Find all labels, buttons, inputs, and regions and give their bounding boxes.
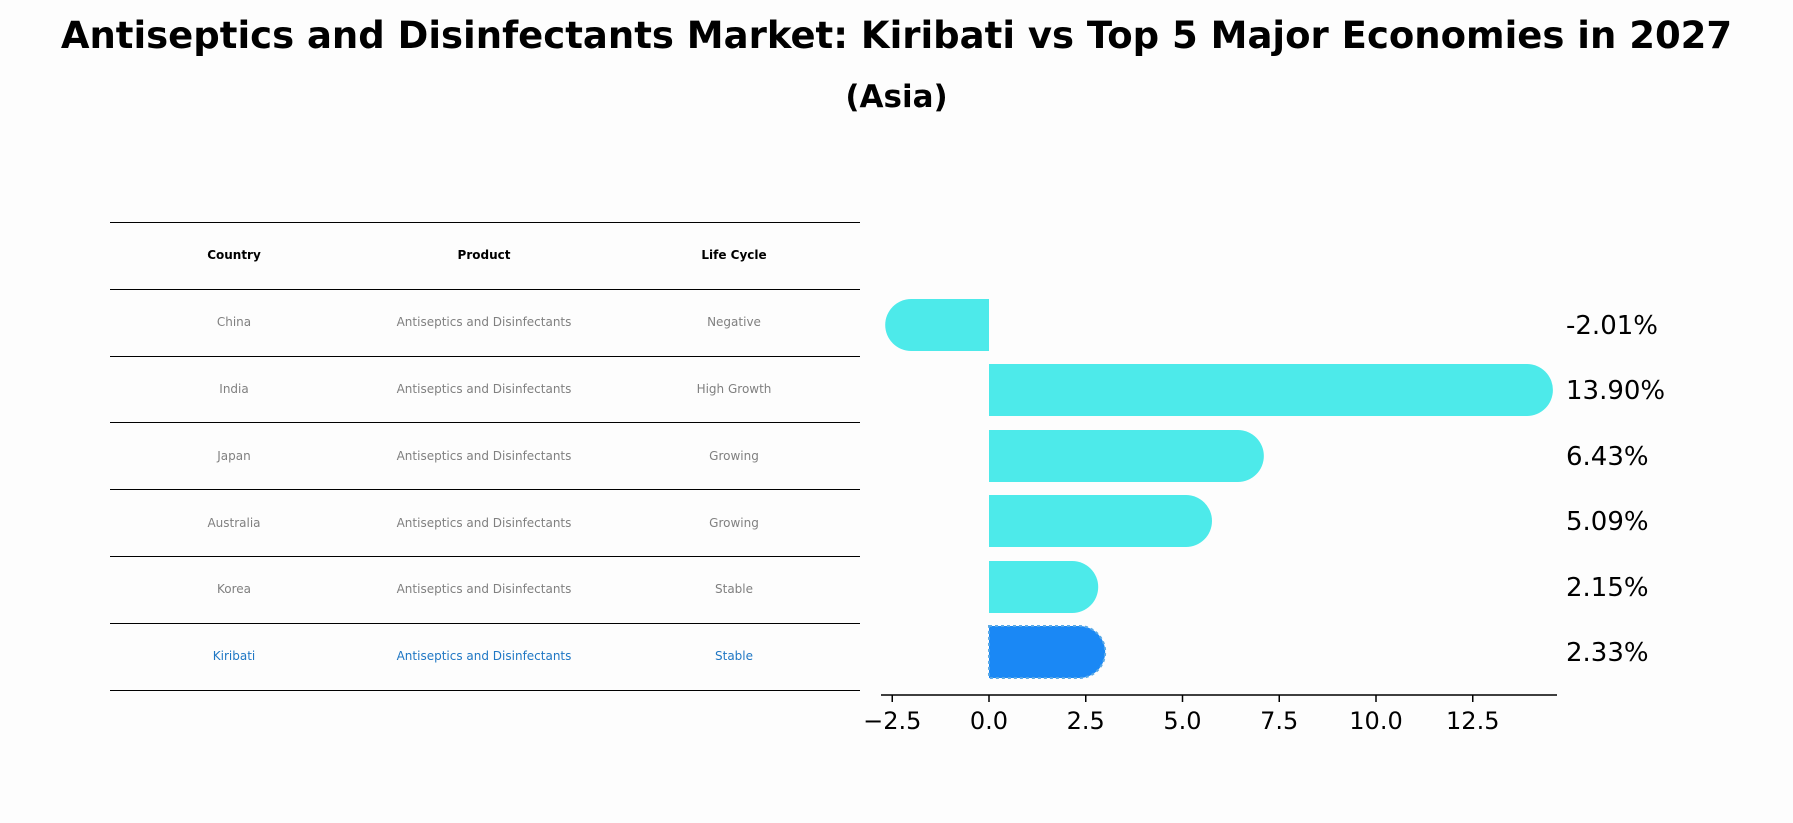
table-cell-product: Antiseptics and Disinfectants [396, 515, 572, 530]
table-cell-lifecycle: High Growth [696, 382, 772, 396]
table-rule [110, 622, 860, 624]
bar-australia [989, 495, 1212, 547]
chart-title: Antiseptics and Disinfectants Market: Ki… [60, 14, 1733, 57]
table-cell-country: India [219, 382, 249, 396]
value-label-china: -2.01% [1566, 311, 1658, 341]
chart-subtitle: (Asia) [845, 79, 948, 115]
x-tick-label: 2.5 [1067, 707, 1105, 735]
table-cell-product: Antiseptics and Disinfectants [396, 315, 572, 330]
value-label-korea: 2.15% [1566, 573, 1649, 603]
table-header-cell: Product [457, 248, 511, 263]
table-cell-country: Australia [207, 515, 261, 530]
x-tick-label: 0.0 [970, 707, 1008, 735]
table-cell-product: Antiseptics and Disinfectants [396, 649, 572, 664]
bar-korea [989, 561, 1099, 613]
table-cell-product: Antiseptics and Disinfectants [396, 582, 572, 597]
value-label-australia: 5.09% [1566, 507, 1649, 537]
table-rule [110, 355, 860, 357]
table-cell-product: Antiseptics and Disinfectants [396, 448, 572, 463]
table-cell-lifecycle: Stable [714, 582, 754, 597]
table-cell-country: China [216, 315, 252, 330]
table-cell-lifecycle: Growing [709, 448, 759, 463]
table-header-cell: Life Cycle [701, 248, 767, 263]
table-cell-lifecycle: Stable [714, 649, 754, 664]
bar-india [989, 364, 1553, 416]
bar-japan [989, 430, 1264, 482]
table-rule [110, 556, 860, 557]
x-tick-label: 10.0 [1349, 707, 1402, 735]
value-label-india: 13.90% [1566, 376, 1665, 406]
table-cell-lifecycle: Growing [709, 515, 759, 530]
x-tick-label: 7.5 [1260, 707, 1298, 735]
value-label-japan: 6.43% [1566, 442, 1649, 472]
bar-china [885, 299, 989, 351]
x-tick-label: 12.5 [1446, 707, 1499, 735]
table-rule [110, 288, 860, 290]
table-cell-country: Kiribati [212, 649, 256, 664]
table-rule [110, 422, 860, 424]
table-rule [110, 689, 860, 691]
table-cell-lifecycle: Negative [707, 315, 761, 330]
bar-kiribati [988, 625, 1107, 679]
table-rule [110, 489, 860, 491]
table-cell-country: Korea [216, 582, 252, 597]
table-cell-country: Japan [217, 448, 251, 463]
table-cell-product: Antiseptics and Disinfectants [396, 382, 572, 396]
x-tick-label: −2.5 [863, 707, 921, 735]
table-rule [110, 222, 860, 223]
value-label-kiribati: 2.33% [1566, 638, 1649, 668]
x-tick-label: 5.0 [1163, 707, 1201, 735]
table-header-cell: Country [207, 248, 261, 263]
